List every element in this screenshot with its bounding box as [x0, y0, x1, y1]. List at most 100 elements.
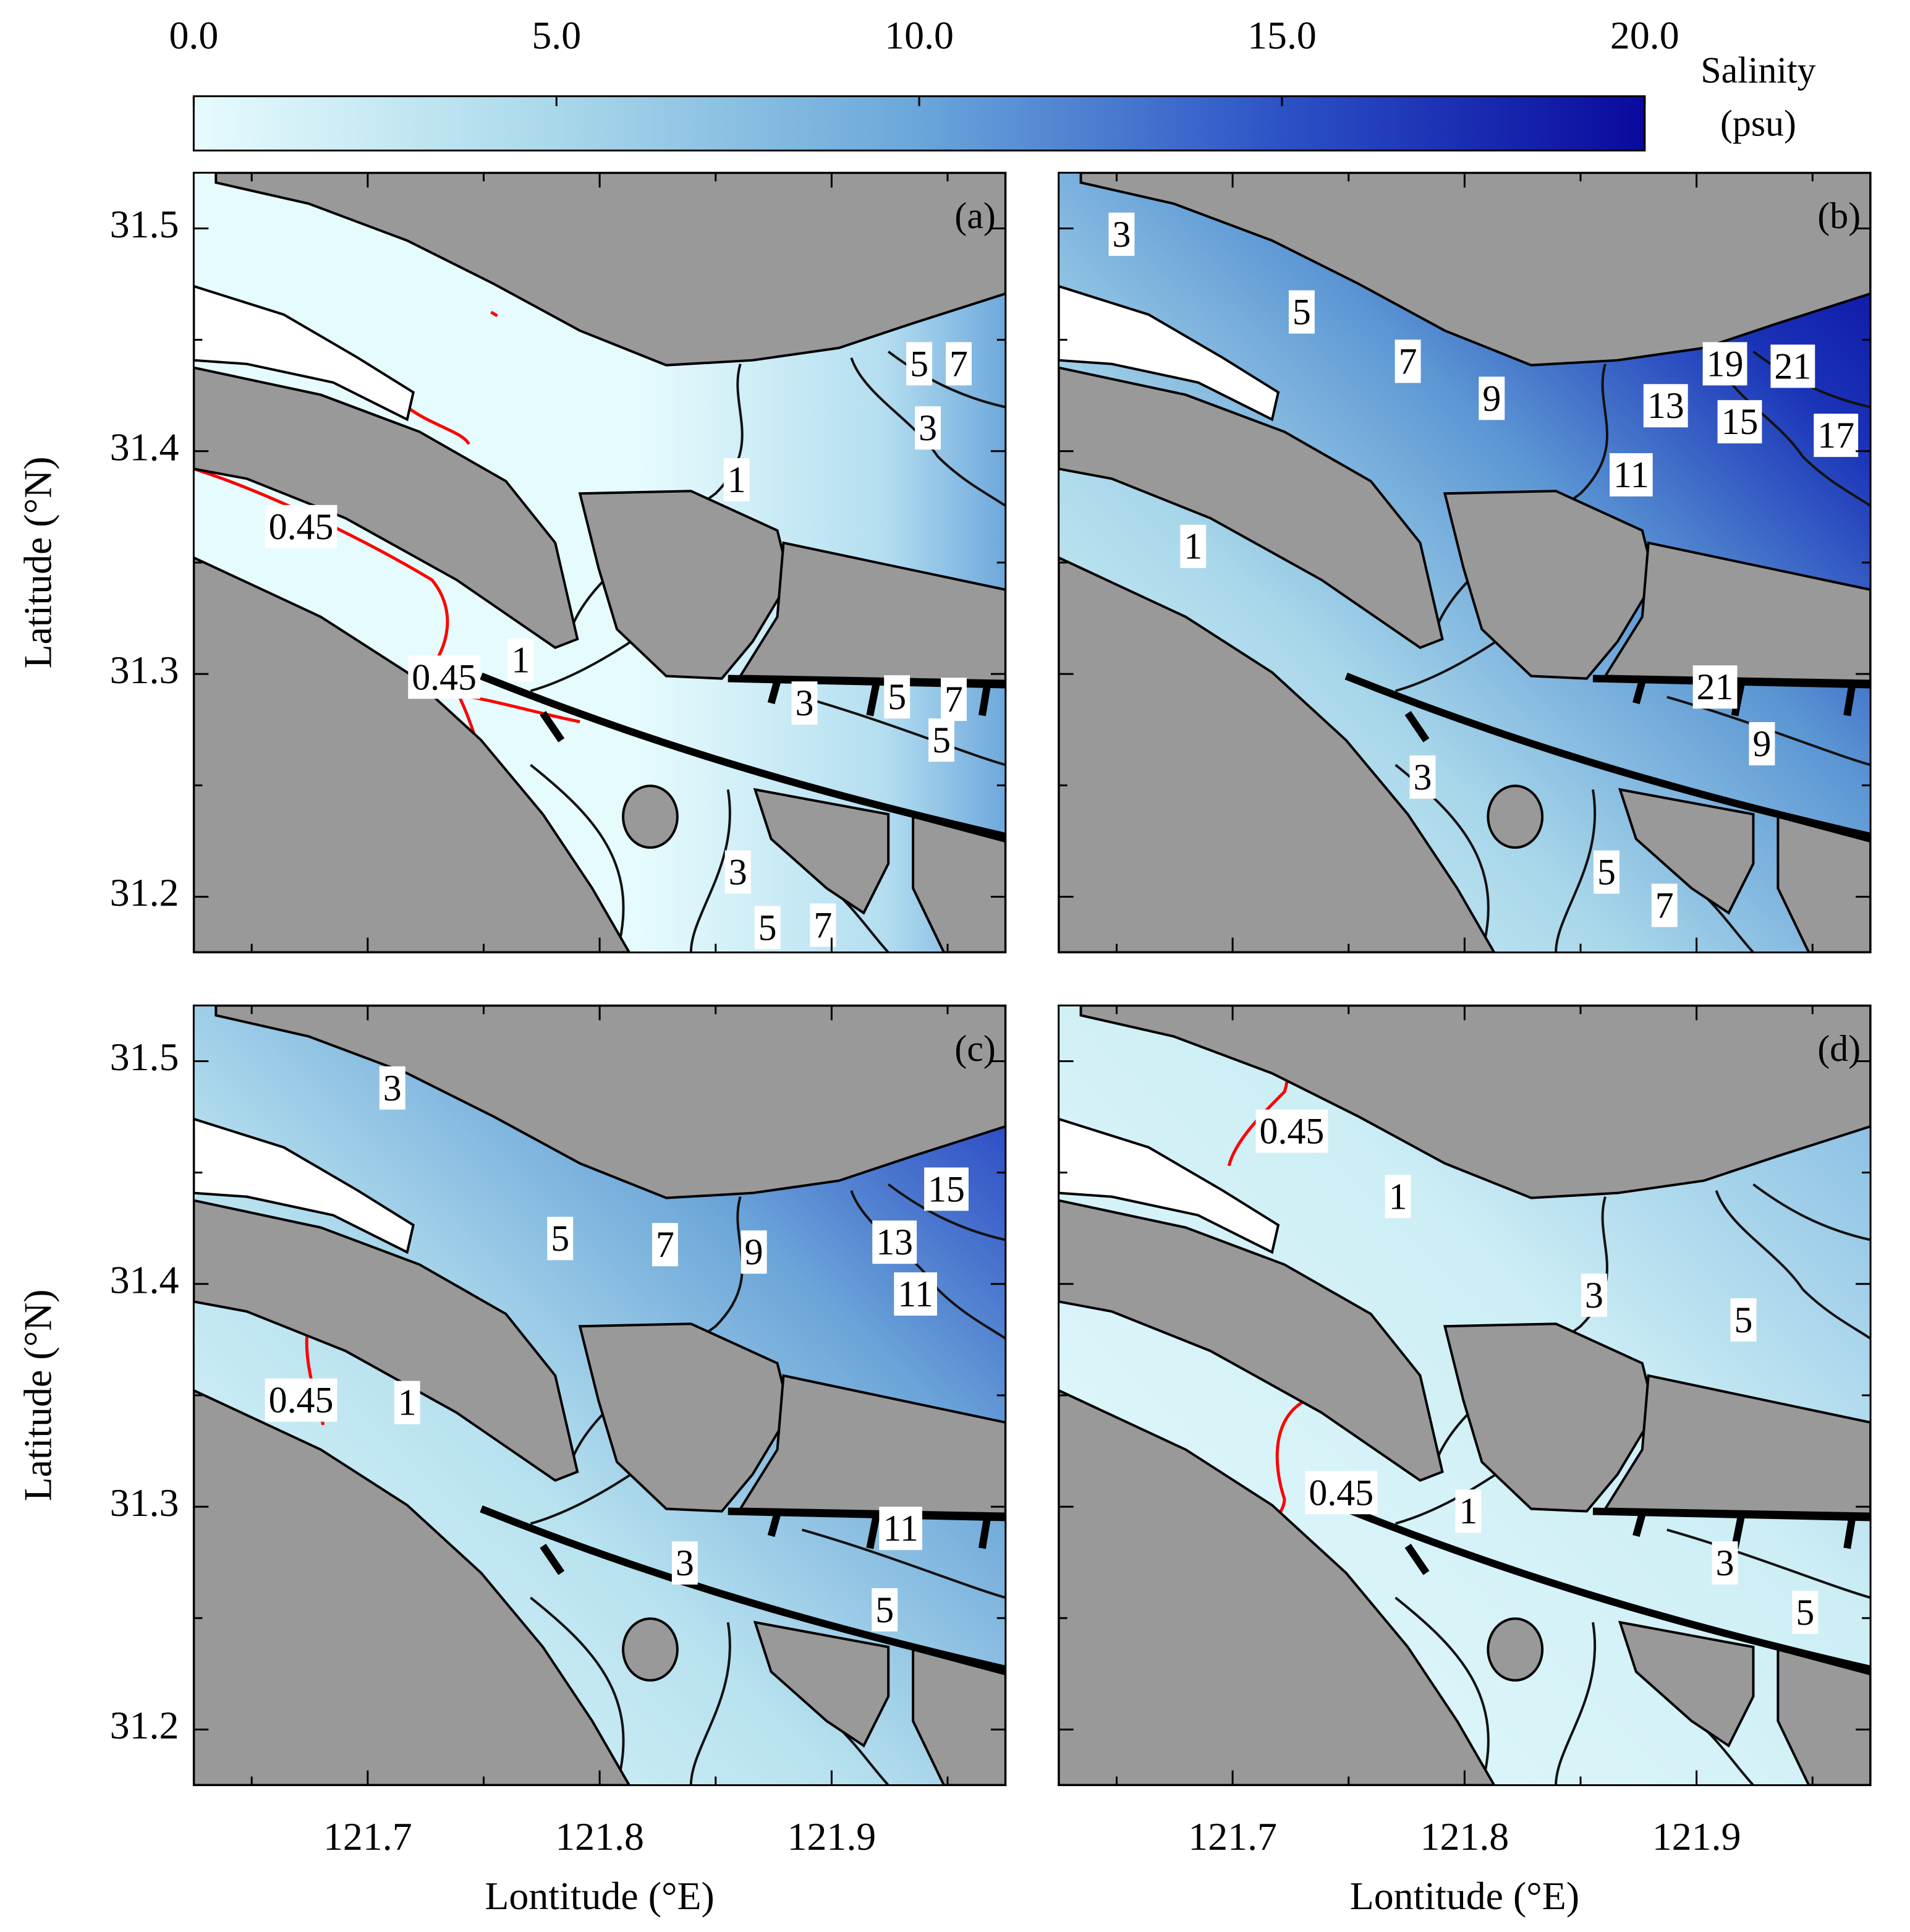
contour-label: 0.45 — [412, 657, 477, 697]
contour-label: 9 — [1752, 723, 1771, 764]
contour-label: 7 — [1655, 885, 1674, 926]
colorbar-unit: (psu) — [1720, 103, 1796, 143]
contour-label: 21 — [1774, 346, 1811, 386]
label-box — [1255, 1109, 1328, 1153]
colorbar-tick-label: 15.0 — [1247, 14, 1317, 57]
label-box — [723, 457, 750, 501]
contour-label: 3 — [919, 407, 937, 448]
y-tick-label: 31.3 — [110, 1481, 179, 1525]
label-box — [924, 1167, 969, 1211]
label-box — [906, 342, 933, 386]
contour-label: 3 — [1716, 1543, 1734, 1583]
panel-label: (b) — [1817, 195, 1861, 236]
label-box — [1770, 344, 1815, 388]
y-tick-label: 31.4 — [110, 1258, 179, 1301]
contour-label: 3 — [1113, 214, 1131, 255]
label-box — [379, 1066, 405, 1110]
colorbar-tick-label: 5.0 — [532, 14, 581, 57]
contour-label: 1 — [728, 459, 746, 500]
colorbar-tick-label: 10.0 — [885, 14, 954, 57]
label-box — [1610, 453, 1653, 496]
panel-label: (a) — [954, 195, 995, 236]
contour-label: 0.45 — [269, 506, 334, 547]
contour-label: 1 — [398, 1382, 417, 1423]
label-box — [408, 655, 480, 699]
contour-label: 3 — [1585, 1275, 1603, 1316]
contour-label: 1 — [1389, 1176, 1407, 1217]
contour-label: 5 — [1734, 1300, 1753, 1340]
contour-label: 0.45 — [1309, 1472, 1373, 1513]
contour-label: 15 — [928, 1168, 965, 1209]
label-box — [547, 1217, 574, 1261]
label-box — [1702, 342, 1747, 386]
label-box — [1479, 377, 1505, 420]
label-box — [1814, 414, 1859, 457]
label-box — [894, 1272, 937, 1316]
contour-label: 21 — [1697, 666, 1734, 707]
contour-label: 19 — [1707, 343, 1744, 384]
label-box — [507, 638, 534, 682]
contour-label: 3 — [796, 683, 814, 723]
contour-label: 9 — [745, 1232, 763, 1272]
contour-label: 11 — [898, 1274, 933, 1314]
threshold-contour — [406, 406, 470, 445]
label-box — [941, 678, 967, 721]
contour-label: 5 — [932, 720, 951, 760]
contour-label: 1 — [511, 639, 530, 680]
colorbar-title: Salinity — [1700, 49, 1815, 90]
x-tick-label: 121.7 — [323, 1815, 412, 1858]
contour-label: 1 — [1459, 1491, 1477, 1531]
colorbar-tick-label: 20.0 — [1610, 14, 1679, 57]
y-tick-label: 31.2 — [110, 1703, 179, 1747]
y-axis-title: Latitude (°N) — [16, 1290, 60, 1502]
contour-label: 7 — [813, 904, 832, 945]
panel-label: (d) — [1817, 1028, 1861, 1069]
label-box — [671, 1541, 698, 1585]
label-box — [265, 1378, 337, 1422]
contour-label: 5 — [888, 676, 906, 717]
label-box — [1180, 524, 1207, 568]
contour-label: 5 — [1796, 1592, 1814, 1633]
contour-label: 17 — [1817, 415, 1854, 456]
x-tick-label: 121.9 — [1652, 1815, 1741, 1858]
contour-label: 7 — [1399, 341, 1417, 381]
label-box — [884, 675, 910, 719]
x-tick-label: 121.7 — [1188, 1815, 1277, 1858]
y-tick-label: 31.2 — [110, 870, 179, 914]
contour-label: 11 — [883, 1508, 919, 1549]
label-box — [1409, 755, 1436, 799]
label-box — [1792, 1590, 1819, 1634]
label-box — [1593, 850, 1619, 894]
x-tick-label: 121.9 — [787, 1815, 876, 1858]
label-box — [1385, 1175, 1411, 1219]
contour-label: 5 — [758, 907, 777, 948]
label-box — [791, 681, 818, 725]
contour-label: 5 — [910, 343, 928, 384]
x-tick-label: 121.8 — [555, 1815, 644, 1858]
label-box — [1730, 1298, 1757, 1342]
contour-label: 5 — [1292, 292, 1311, 333]
label-box — [1108, 212, 1135, 256]
map-content — [1058, 1005, 1871, 1785]
label-box — [1581, 1274, 1607, 1317]
label-box — [1651, 883, 1678, 927]
contour-label: 15 — [1721, 401, 1759, 442]
label-box — [652, 1223, 678, 1267]
contour-label: 1 — [1184, 526, 1202, 567]
label-box — [1749, 722, 1775, 766]
y-tick-label: 31.4 — [110, 425, 179, 469]
label-box — [1288, 290, 1315, 334]
contour-label: 0.45 — [1260, 1111, 1325, 1152]
contour-label: 5 — [1597, 852, 1616, 893]
contour-label: 3 — [1414, 757, 1432, 798]
label-box — [1455, 1489, 1482, 1533]
map-content — [193, 172, 1006, 953]
contour-label: 7 — [944, 679, 963, 720]
colorbar-tick-label: 0.0 — [169, 14, 218, 57]
contour-label: 3 — [676, 1543, 694, 1583]
contour-label: 3 — [729, 852, 747, 893]
